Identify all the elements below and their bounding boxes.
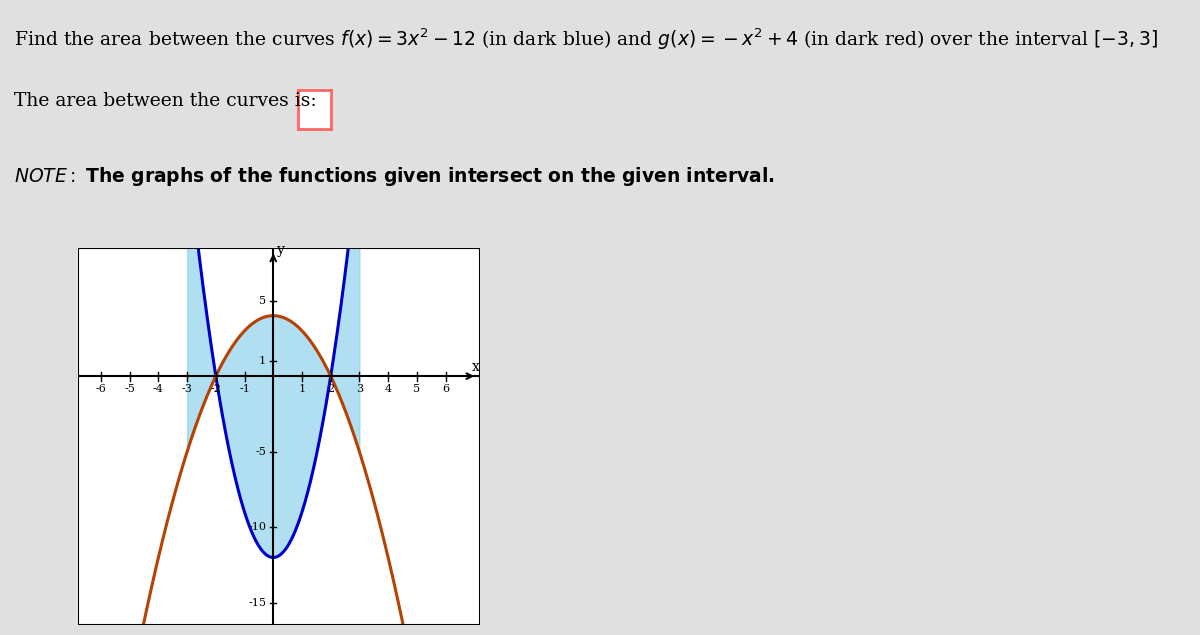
Text: 1: 1 (299, 384, 306, 394)
Text: -5: -5 (256, 446, 266, 457)
Text: -10: -10 (248, 522, 266, 532)
Text: 2: 2 (328, 384, 335, 394)
Text: -4: -4 (152, 384, 164, 394)
Text: 5: 5 (259, 295, 266, 305)
Text: The area between the curves is:: The area between the curves is: (14, 92, 317, 110)
Text: 5: 5 (413, 384, 420, 394)
Text: Find the area between the curves $f(x) = 3x^2 - 12$ (in dark blue) and $g(x) = -: Find the area between the curves $f(x) =… (14, 27, 1158, 52)
Text: -2: -2 (210, 384, 221, 394)
Text: -5: -5 (125, 384, 136, 394)
Text: x: x (472, 360, 480, 374)
Text: 1: 1 (259, 356, 266, 366)
Text: -3: -3 (181, 384, 192, 394)
Text: 3: 3 (356, 384, 362, 394)
Text: -1: -1 (239, 384, 250, 394)
Text: -6: -6 (96, 384, 107, 394)
Text: -15: -15 (248, 598, 266, 608)
Text: 6: 6 (442, 384, 449, 394)
Text: $\bf{\it{NOTE:}}$ $\bf{The\ graphs\ of\ the\ functions\ given\ intersect\ on\ th: $\bf{\it{NOTE:}}$ $\bf{The\ graphs\ of\ … (14, 165, 775, 188)
Text: y: y (276, 243, 284, 257)
Text: 4: 4 (384, 384, 391, 394)
Bar (78, 248, 480, 625)
